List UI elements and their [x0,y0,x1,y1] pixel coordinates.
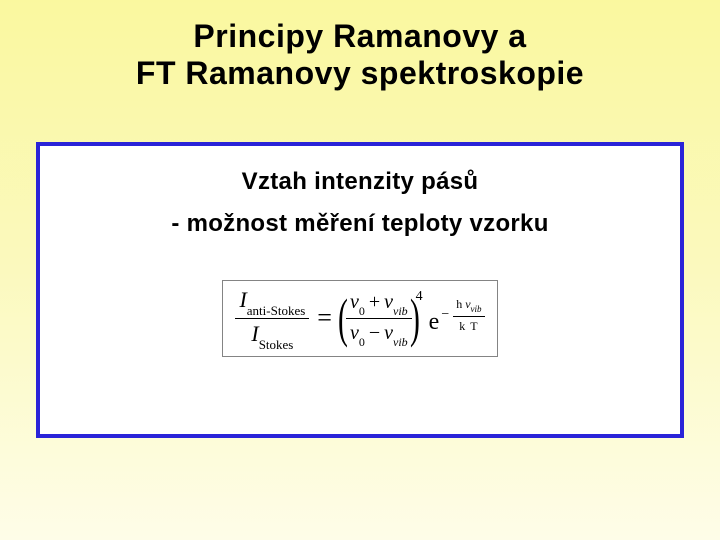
equation-container: Ianti-Stokes IStokes = ( ν0+νvib [40,280,680,357]
equation: Ianti-Stokes IStokes = ( ν0+νvib [222,280,497,357]
equals-sign: = [317,303,332,333]
slide-title: Principy Ramanovy a FT Ramanovy spektros… [0,0,720,92]
equation-row: Ianti-Stokes IStokes = ( ν0+νvib [235,287,484,350]
title-line-2: FT Ramanovy spektroskopie [0,55,720,92]
sub-vib: vib [471,304,482,314]
nu-var: ν [384,291,393,313]
left-paren: ( [338,297,348,340]
sub-vib: vib [393,335,408,349]
title-line-1: Principy Ramanovy a [0,18,720,55]
exp-minus: − [441,307,449,323]
exp-fraction: h νvib k T [453,297,484,334]
right-paren: ) [410,297,420,340]
mid-denominator: ν0−νvib [346,321,412,347]
fraction-bar [346,318,412,319]
sub-zero: 0 [359,335,365,349]
sub-zero: 0 [359,304,365,318]
box-subline: - možnost měření teploty vzorku [40,210,680,238]
lhs-numerator: Ianti-Stokes [235,287,309,316]
mid-fraction: ν0+νvib ν0−νvib [346,290,412,348]
anti-stokes-sub: anti-Stokes [247,303,306,318]
exponent: − h νvib k T [441,297,484,334]
lhs-fraction: Ianti-Stokes IStokes [235,287,309,350]
exponential: e − h νvib k T [429,301,485,336]
lhs-denominator: IStokes [247,321,297,350]
h-const: h [456,297,462,311]
mid-numerator: ν0+νvib [346,290,412,316]
I-var: I [239,287,246,312]
exp-numerator: h νvib [453,297,484,314]
exp-denominator: k T [456,319,481,333]
I-var: I [251,321,258,346]
content-box: Vztah intenzity pásů - možnost měření te… [36,142,684,438]
stokes-sub: Stokes [259,337,294,352]
sub-vib: vib [393,304,408,318]
slide: Principy Ramanovy a FT Ramanovy spektros… [0,0,720,540]
T-var: T [470,319,478,333]
e-base: e [429,309,440,336]
box-subtitle: Vztah intenzity pásů [40,168,680,196]
k-const: k [459,319,466,333]
fraction-bar [453,316,484,317]
fraction-bar [235,318,309,319]
nu-var: ν [384,322,393,344]
nu-var: ν [465,297,470,311]
nu-var: ν [350,322,359,344]
minus-op: − [369,322,380,344]
nu-var: ν [350,291,359,313]
plus-op: + [369,291,380,313]
